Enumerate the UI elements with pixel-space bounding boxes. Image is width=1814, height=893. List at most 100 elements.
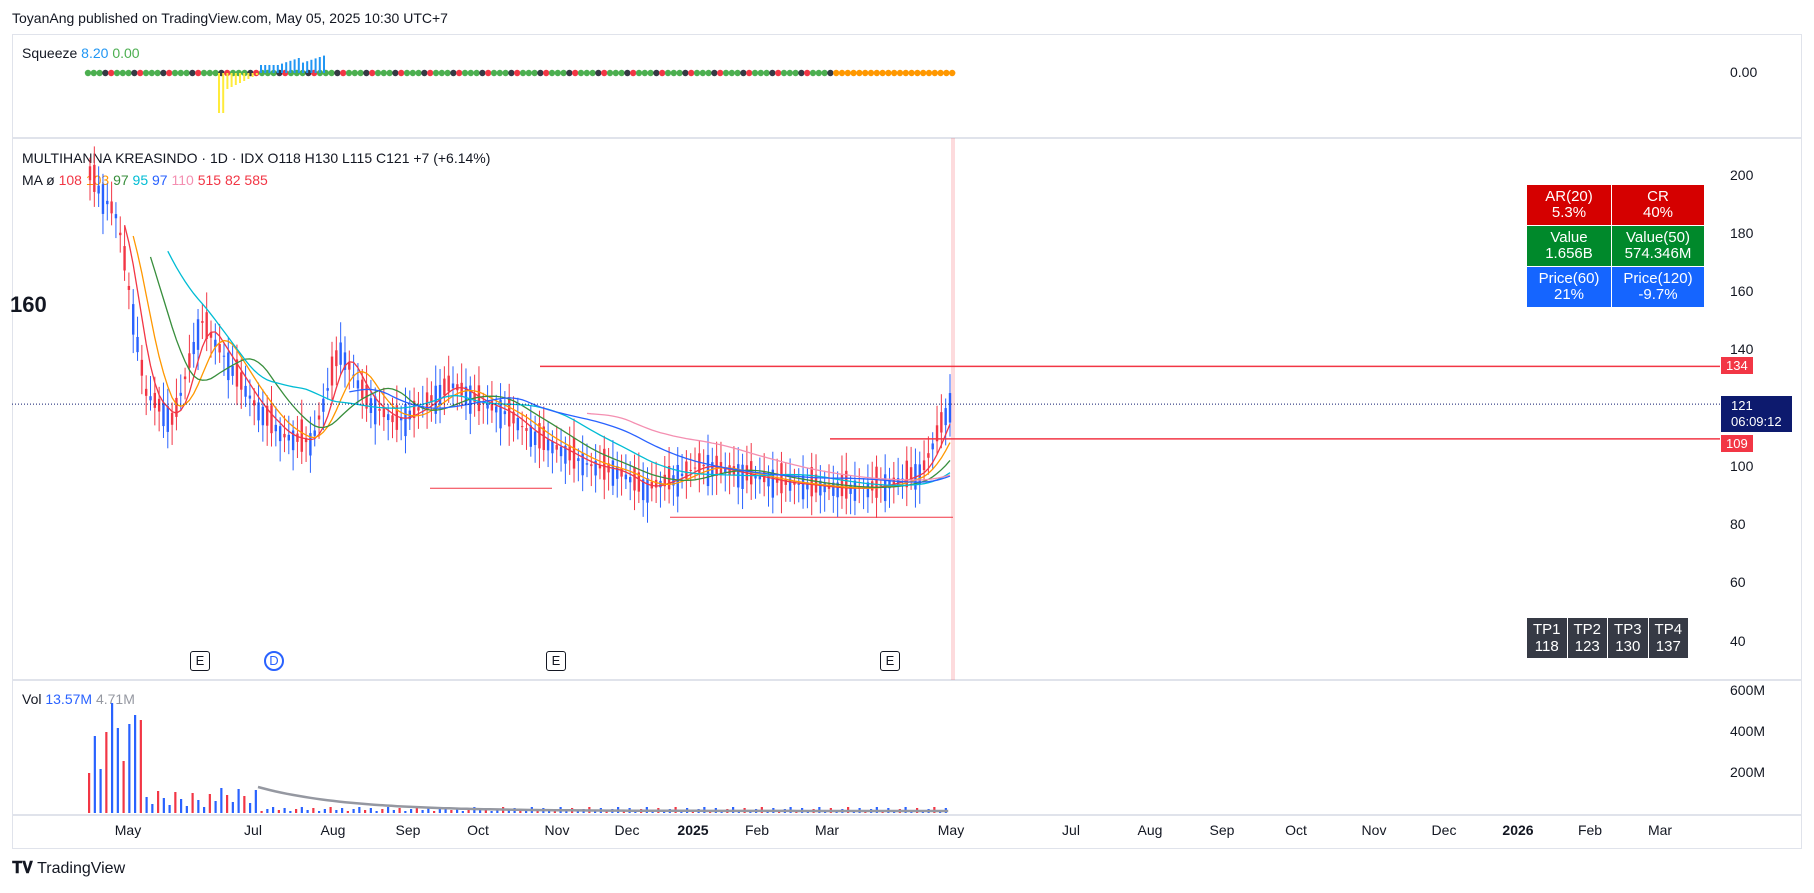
ma-legend[interactable]: MA ø 108 103 97 95 97 110 515 82 585 <box>22 172 268 188</box>
candle-body <box>905 460 908 488</box>
squeeze-dot <box>821 69 828 77</box>
price-chart-layer <box>12 138 1720 680</box>
volume-ma-line <box>257 785 949 813</box>
squeeze-dot <box>780 69 788 77</box>
volume-bar <box>111 703 114 813</box>
candle-body <box>153 392 157 408</box>
squeeze-dot <box>450 69 457 77</box>
candle-body <box>214 339 217 348</box>
squeeze-dot <box>444 69 451 77</box>
candle-body <box>395 405 399 430</box>
volume-bar <box>548 811 551 813</box>
squeeze-bar <box>251 73 254 77</box>
time-axis-label: May <box>114 822 142 838</box>
volume-bar <box>375 811 378 813</box>
ma-line-short <box>123 224 951 489</box>
candle-body <box>196 319 200 350</box>
candle-body <box>119 232 122 236</box>
squeeze-dot <box>131 69 138 77</box>
volume-bar <box>341 808 344 813</box>
squeeze-dot <box>908 69 915 77</box>
dividend-event-marker[interactable]: D <box>264 651 284 671</box>
squeeze-dot <box>577 69 585 77</box>
squeeze-dot <box>554 69 561 77</box>
candle-body <box>417 407 420 411</box>
candle-body <box>97 185 100 194</box>
tradingview-logo[interactable]: 𝐓𝐕 TradingView <box>12 860 125 878</box>
squeeze-dot <box>386 69 393 77</box>
squeeze-pane[interactable] <box>12 34 1802 138</box>
candle-body <box>585 463 589 465</box>
squeeze-dot <box>427 69 434 77</box>
squeeze-dot <box>340 69 347 77</box>
volume-bar <box>479 810 482 813</box>
squeeze-dot <box>728 69 735 77</box>
candle-body <box>564 445 567 464</box>
candle-body <box>313 430 316 436</box>
squeeze-dot <box>496 69 503 77</box>
squeeze-bar <box>297 58 300 73</box>
squeeze-dot <box>583 69 590 77</box>
candle-body <box>538 423 541 449</box>
stat-cr: CR 40% <box>1611 184 1705 226</box>
earnings-event-marker[interactable]: E <box>880 651 900 671</box>
stat-value50: Value(50) 574.346M <box>1611 225 1705 267</box>
volume-bar <box>226 795 229 813</box>
squeeze-bar <box>323 55 325 73</box>
time-axis-label: Dec <box>1431 822 1457 838</box>
volume-bar <box>128 724 131 813</box>
volume-pane[interactable] <box>12 680 1802 815</box>
volume-bar <box>605 811 608 813</box>
candle-body <box>845 470 848 499</box>
candle-body <box>382 406 386 418</box>
candle-body <box>343 352 347 370</box>
volume-bar <box>364 810 367 813</box>
price-pane[interactable] <box>12 138 1802 680</box>
candle-body <box>823 483 826 493</box>
squeeze-dot <box>635 69 643 77</box>
candle-body <box>140 359 144 376</box>
squeeze-dot <box>334 69 341 77</box>
candle-body <box>689 469 692 471</box>
candle-body <box>633 467 636 491</box>
earnings-event-marker[interactable]: E <box>190 651 210 671</box>
squeeze-dot <box>113 69 121 77</box>
candle-body <box>654 479 658 488</box>
time-axis[interactable] <box>12 815 1802 849</box>
squeeze-dot <box>653 69 660 77</box>
squeeze-bar <box>222 73 225 113</box>
candle-body <box>430 395 433 403</box>
ma-value-8: 82 <box>224 172 241 188</box>
squeeze-dot <box>670 69 677 77</box>
candle-body <box>304 438 308 443</box>
ma-value-1: 108 <box>58 172 82 188</box>
candle-body <box>460 382 463 396</box>
volume-bar <box>243 796 246 813</box>
candle-body <box>322 398 325 412</box>
volume-bar <box>387 807 390 813</box>
candle-body <box>680 473 684 476</box>
volume-bar <box>312 808 315 813</box>
candle-body <box>948 393 952 423</box>
squeeze-dot <box>920 69 927 77</box>
volume-bar <box>208 794 211 813</box>
symbol-legend[interactable]: MULTIHANNA KREASINDO · 1D · IDX O118 H13… <box>22 150 491 166</box>
ma-value-9: 585 <box>244 172 268 188</box>
earnings-event-marker[interactable]: E <box>546 651 566 671</box>
squeeze-dot <box>119 69 127 77</box>
candle-body <box>499 399 502 429</box>
candle-body <box>922 460 926 471</box>
volume-axis-tick: 400M <box>1730 723 1766 739</box>
volume-bar <box>444 807 447 813</box>
volume-bar <box>634 811 637 813</box>
candle-body <box>132 304 135 335</box>
squeeze-dot <box>363 69 370 77</box>
squeeze-dot <box>630 69 637 77</box>
time-axis-label: Mar <box>1647 822 1673 838</box>
squeeze-dot <box>873 69 880 77</box>
volume-bar <box>151 804 154 813</box>
squeeze-dot <box>514 69 521 77</box>
candle-body <box>775 478 779 483</box>
candle-body <box>88 166 92 181</box>
candle-body <box>374 396 377 425</box>
